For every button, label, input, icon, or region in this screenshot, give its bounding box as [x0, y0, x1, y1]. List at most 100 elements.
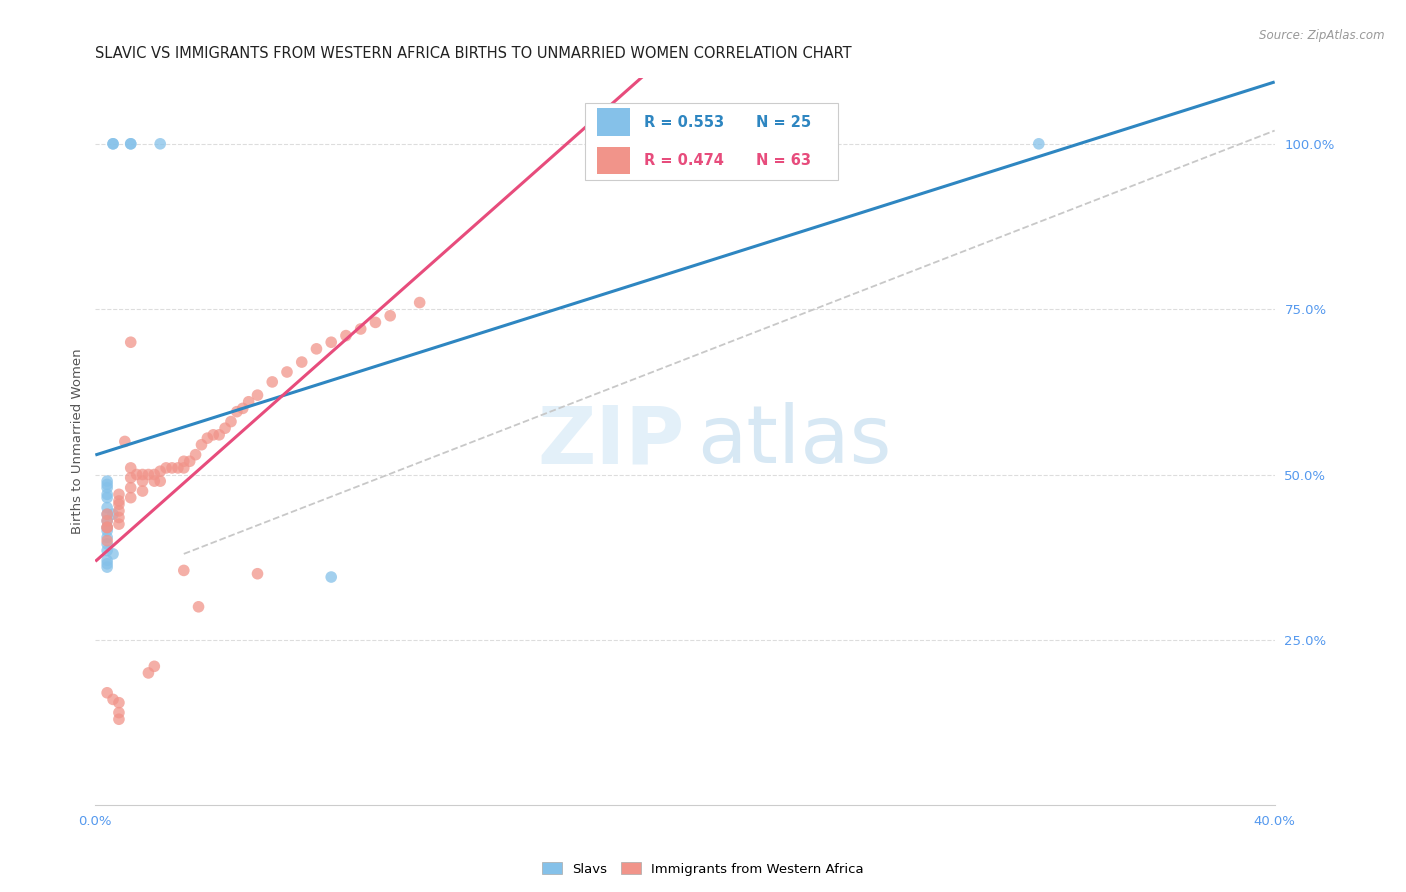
- Point: [160, 461, 183, 475]
- Point: [96, 530, 118, 544]
- Point: [96, 507, 118, 521]
- Point: [197, 431, 219, 445]
- Point: [114, 434, 136, 449]
- Point: [214, 421, 236, 435]
- Point: [96, 514, 118, 528]
- Point: [120, 461, 142, 475]
- Point: [96, 520, 118, 534]
- Text: Source: ZipAtlas.com: Source: ZipAtlas.com: [1260, 29, 1385, 42]
- Point: [408, 295, 430, 310]
- Point: [96, 487, 118, 501]
- Point: [138, 665, 160, 680]
- Point: [108, 497, 131, 511]
- FancyBboxPatch shape: [585, 103, 838, 179]
- Point: [96, 500, 118, 515]
- Point: [364, 315, 387, 329]
- Point: [173, 454, 195, 468]
- Point: [108, 706, 131, 720]
- Point: [96, 514, 118, 528]
- Point: [108, 517, 131, 532]
- Point: [225, 405, 247, 419]
- Point: [202, 427, 225, 442]
- Point: [101, 136, 124, 151]
- Point: [167, 461, 190, 475]
- Bar: [596, 146, 630, 174]
- Point: [96, 557, 118, 571]
- Point: [276, 365, 298, 379]
- Point: [96, 533, 118, 548]
- Point: [173, 461, 195, 475]
- Point: [120, 471, 142, 485]
- Text: R = 0.474: R = 0.474: [644, 153, 724, 168]
- Point: [120, 491, 142, 505]
- Point: [120, 136, 142, 151]
- Point: [190, 438, 212, 452]
- Point: [155, 461, 177, 475]
- Point: [120, 481, 142, 495]
- Point: [108, 487, 131, 501]
- Point: [96, 474, 118, 488]
- Point: [232, 401, 254, 416]
- Point: [96, 553, 118, 567]
- Point: [108, 494, 131, 508]
- Point: [120, 335, 142, 350]
- Point: [96, 686, 118, 700]
- Point: [131, 474, 153, 488]
- Point: [96, 477, 118, 491]
- Point: [184, 448, 207, 462]
- Point: [96, 491, 118, 505]
- Point: [1028, 136, 1050, 151]
- Point: [131, 484, 153, 499]
- Point: [125, 467, 148, 482]
- Point: [179, 454, 201, 468]
- Point: [208, 427, 231, 442]
- Point: [131, 467, 153, 482]
- Point: [305, 342, 328, 356]
- Point: [187, 599, 209, 614]
- Point: [96, 520, 118, 534]
- Point: [149, 464, 172, 478]
- Point: [321, 335, 343, 350]
- Point: [101, 692, 124, 706]
- Text: atlas: atlas: [697, 402, 891, 481]
- Point: [380, 309, 402, 323]
- Point: [96, 560, 118, 574]
- Point: [96, 481, 118, 495]
- Point: [101, 507, 124, 521]
- Point: [143, 659, 166, 673]
- Point: [291, 355, 314, 369]
- Point: [108, 510, 131, 524]
- Point: [138, 467, 160, 482]
- Point: [120, 136, 142, 151]
- Point: [262, 375, 284, 389]
- Point: [246, 388, 269, 402]
- Point: [96, 507, 118, 521]
- Text: N = 63: N = 63: [756, 153, 811, 168]
- Bar: [596, 109, 630, 136]
- Point: [143, 474, 166, 488]
- Point: [238, 394, 260, 409]
- Point: [149, 136, 172, 151]
- Point: [321, 570, 343, 584]
- Y-axis label: Births to Unmarried Women: Births to Unmarried Women: [72, 349, 84, 534]
- Point: [149, 474, 172, 488]
- Text: R = 0.553: R = 0.553: [644, 115, 724, 129]
- Point: [96, 537, 118, 551]
- Point: [101, 136, 124, 151]
- Text: SLAVIC VS IMMIGRANTS FROM WESTERN AFRICA BIRTHS TO UNMARRIED WOMEN CORRELATION C: SLAVIC VS IMMIGRANTS FROM WESTERN AFRICA…: [96, 46, 852, 62]
- Point: [143, 467, 166, 482]
- Point: [101, 547, 124, 561]
- Point: [246, 566, 269, 581]
- Point: [350, 322, 373, 336]
- Text: ZIP: ZIP: [537, 402, 685, 481]
- Point: [219, 415, 242, 429]
- Point: [173, 563, 195, 577]
- Text: N = 25: N = 25: [756, 115, 811, 129]
- Point: [335, 328, 357, 343]
- Point: [108, 696, 131, 710]
- Point: [96, 520, 118, 534]
- Point: [108, 712, 131, 726]
- Legend: Slavs, Immigrants from Western Africa: Slavs, Immigrants from Western Africa: [537, 857, 869, 881]
- Point: [96, 543, 118, 558]
- Point: [96, 524, 118, 538]
